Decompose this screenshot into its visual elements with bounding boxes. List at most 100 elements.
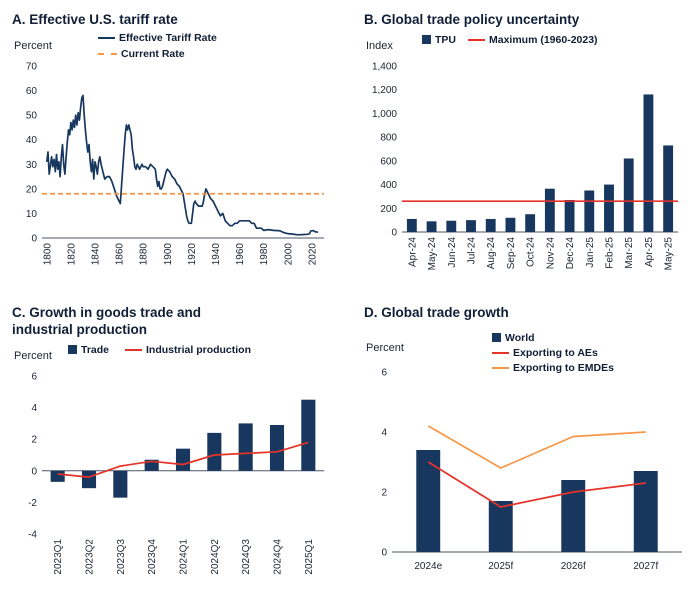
svg-text:2023Q3: 2023Q3: [116, 538, 127, 574]
legend-label: Maximum (1960-2023): [489, 33, 598, 46]
line-swatch-icon: [492, 366, 509, 369]
panel-global-trade-growth: D. Global trade growth 0 2 4 6 Percent 2024e 2…: [364, 305, 694, 589]
panel-trade-policy-uncertainty: B. Global trade policy uncertainty 0 200 4…: [364, 12, 694, 281]
svg-text:1860: 1860: [115, 242, 126, 265]
svg-text:Percent: Percent: [14, 350, 52, 362]
svg-text:200: 200: [380, 204, 397, 215]
legend-label: TPU: [435, 33, 456, 46]
line-swatch-icon: [125, 348, 143, 351]
bar-swatch-icon: [68, 345, 77, 355]
svg-text:Jul-24: Jul-24: [467, 236, 478, 264]
svg-text:1960: 1960: [235, 242, 246, 265]
panel-d-chart: 0 2 4 6 Percent 2024e 2025f 2026f 2027f: [366, 342, 682, 572]
svg-text:2000: 2000: [283, 242, 294, 265]
legend-label: Trade: [81, 343, 110, 356]
svg-text:1880: 1880: [139, 242, 150, 265]
svg-text:-4: -4: [28, 529, 37, 540]
svg-text:2024Q1: 2024Q1: [179, 538, 190, 574]
svg-text:1800: 1800: [42, 242, 53, 265]
panel-b-chart-area: 0 200 400 600 800 1,000 1,200 1,400 Index Apr-24 M…: [364, 34, 694, 281]
legend-label: Exporting to AEs: [513, 346, 598, 359]
svg-text:Dec-24: Dec-24: [565, 236, 576, 269]
svg-text:0: 0: [31, 233, 37, 244]
svg-text:Mar-25: Mar-25: [624, 236, 635, 268]
svg-text:1,000: 1,000: [372, 109, 397, 120]
legend-item: TPU: [422, 34, 456, 46]
legend-label: Effective Tariff Rate: [119, 31, 217, 44]
svg-text:1900: 1900: [163, 242, 174, 265]
bar-swatch-icon: [422, 35, 431, 45]
svg-text:2023Q2: 2023Q2: [85, 538, 96, 574]
svg-text:30: 30: [26, 160, 38, 171]
line-swatch-icon: [468, 38, 485, 41]
svg-text:Percent: Percent: [366, 342, 404, 354]
legend-label: World: [505, 331, 535, 344]
svg-text:70: 70: [26, 61, 38, 72]
panel-d-title: D. Global trade growth: [364, 304, 509, 320]
legend-label: Exporting to EMDEs: [513, 361, 614, 374]
panel-b-title: B. Global trade policy uncertainty: [364, 12, 580, 27]
svg-text:1840: 1840: [91, 242, 102, 265]
panel-c-chart: -4 -2 0 2 4 6 Percent 2023Q1 2023Q2 2023Q3 2023Q4 2…: [14, 350, 324, 574]
svg-text:2024Q4: 2024Q4: [273, 538, 284, 574]
svg-text:0: 0: [391, 227, 397, 238]
panel-a-title: A. Effective U.S. tariff rate: [12, 12, 178, 27]
panel-tariff-rate: A. Effective U.S. tariff rate 0 10 20 30 40 5…: [12, 12, 342, 281]
svg-text:2025Q1: 2025Q1: [304, 538, 315, 574]
svg-text:800: 800: [380, 133, 397, 144]
svg-text:Apr-24: Apr-24: [407, 236, 418, 266]
svg-text:Apr-25: Apr-25: [644, 236, 655, 266]
svg-text:6: 6: [381, 367, 387, 378]
svg-text:2: 2: [31, 434, 37, 445]
panel-c-legend: Trade Industrial production: [68, 344, 251, 356]
svg-text:Feb-25: Feb-25: [605, 236, 616, 268]
panel-b-legend: TPU Maximum (1960-2023): [422, 34, 598, 46]
svg-text:400: 400: [380, 180, 397, 191]
svg-text:20: 20: [26, 184, 38, 195]
panel-a-legend: Effective Tariff Rate Current Rate: [98, 32, 217, 60]
panel-goods-trade-growth: C. Growth in goods trade and industrial …: [12, 305, 342, 589]
svg-text:Nov-24: Nov-24: [545, 236, 556, 269]
svg-text:2025f: 2025f: [488, 561, 513, 572]
svg-text:2024Q2: 2024Q2: [210, 538, 221, 574]
panel-d-legend: World Exporting to AEs Exporting to EMDEs: [492, 332, 614, 374]
dashed-line-swatch-icon: [98, 52, 117, 55]
svg-text:1,200: 1,200: [372, 85, 397, 96]
figure-grid: A. Effective U.S. tariff rate 0 10 20 30 40 5…: [12, 12, 694, 589]
svg-text:6: 6: [31, 371, 37, 382]
svg-text:2024e: 2024e: [414, 561, 442, 572]
svg-text:May-24: May-24: [427, 236, 438, 270]
legend-item: Maximum (1960-2023): [468, 34, 598, 46]
line-swatch-icon: [492, 351, 509, 354]
svg-text:10: 10: [26, 209, 38, 220]
svg-text:4: 4: [31, 403, 37, 414]
line-swatch-icon: [98, 36, 115, 39]
legend-item: Exporting to EMDEs: [492, 362, 614, 374]
svg-text:40: 40: [26, 135, 38, 146]
legend-label: Current Rate: [121, 47, 185, 60]
panel-b-chart: 0 200 400 600 800 1,000 1,200 1,400 Index Apr-24 M…: [366, 40, 678, 270]
bar-swatch-icon: [492, 333, 501, 343]
svg-text:-2: -2: [28, 498, 37, 509]
svg-text:1920: 1920: [187, 242, 198, 265]
svg-text:2020: 2020: [307, 242, 318, 265]
legend-item: Effective Tariff Rate: [98, 32, 217, 44]
svg-text:60: 60: [26, 86, 38, 97]
svg-text:1820: 1820: [66, 242, 77, 265]
svg-text:4: 4: [381, 427, 387, 438]
svg-text:Aug-24: Aug-24: [486, 236, 497, 269]
svg-text:50: 50: [26, 111, 38, 122]
svg-text:600: 600: [380, 156, 397, 167]
svg-text:2027f: 2027f: [633, 561, 658, 572]
panel-c-title: C. Growth in goods trade and industrial …: [12, 304, 201, 337]
legend-item: Exporting to AEs: [492, 347, 614, 359]
svg-text:Sep-24: Sep-24: [506, 236, 517, 269]
svg-text:2: 2: [381, 487, 387, 498]
panel-d-chart-area: 0 2 4 6 Percent 2024e 2025f 2026f 2027f World Exp…: [364, 332, 694, 581]
svg-text:May-25: May-25: [664, 236, 675, 270]
svg-text:2023Q1: 2023Q1: [53, 538, 64, 574]
svg-text:2024Q3: 2024Q3: [241, 538, 252, 574]
panel-c-chart-area: -4 -2 0 2 4 6 Percent 2023Q1 2023Q2 2023Q3 2023Q4 2…: [12, 344, 342, 589]
svg-text:1980: 1980: [259, 242, 270, 265]
svg-text:2023Q4: 2023Q4: [147, 538, 158, 574]
